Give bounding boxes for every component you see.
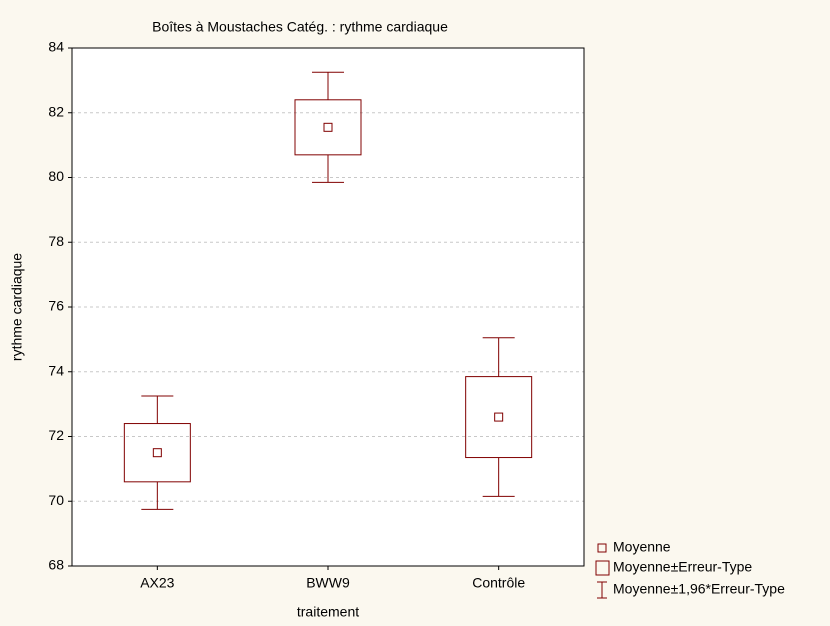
box: [465, 376, 533, 459]
box: [123, 423, 191, 483]
x-tick-label: BWW9: [306, 575, 350, 591]
y-tick-label: 80: [48, 168, 64, 184]
y-tick-label: 68: [48, 557, 64, 573]
plot-area: [72, 48, 584, 566]
y-tick-label: 82: [48, 103, 64, 119]
y-tick-label: 78: [48, 233, 64, 249]
legend-symbol-box: [595, 560, 610, 576]
x-axis-label: traitement: [297, 604, 359, 620]
legend-label: Moyenne: [613, 539, 671, 555]
chart-title: Boîtes à Moustaches Catég. : rythme card…: [152, 19, 448, 35]
legend-label: Moyenne±1,96*Erreur-Type: [613, 581, 785, 597]
y-tick-label: 84: [48, 39, 64, 55]
x-tick-label: Contrôle: [472, 575, 525, 591]
legend-symbol-mean: [597, 543, 607, 553]
x-tick-label: AX23: [140, 575, 174, 591]
legend-label: Moyenne±Erreur-Type: [613, 559, 752, 575]
mean-marker: [323, 122, 333, 132]
y-tick-label: 72: [48, 427, 64, 443]
y-tick-label: 74: [48, 362, 64, 378]
mean-marker: [152, 448, 162, 458]
box: [294, 99, 362, 156]
mean-marker: [494, 412, 504, 422]
plot-border: [71, 47, 585, 567]
y-tick-label: 70: [48, 492, 64, 508]
y-axis-label: rythme cardiaque: [9, 253, 25, 361]
y-tick-label: 76: [48, 298, 64, 314]
